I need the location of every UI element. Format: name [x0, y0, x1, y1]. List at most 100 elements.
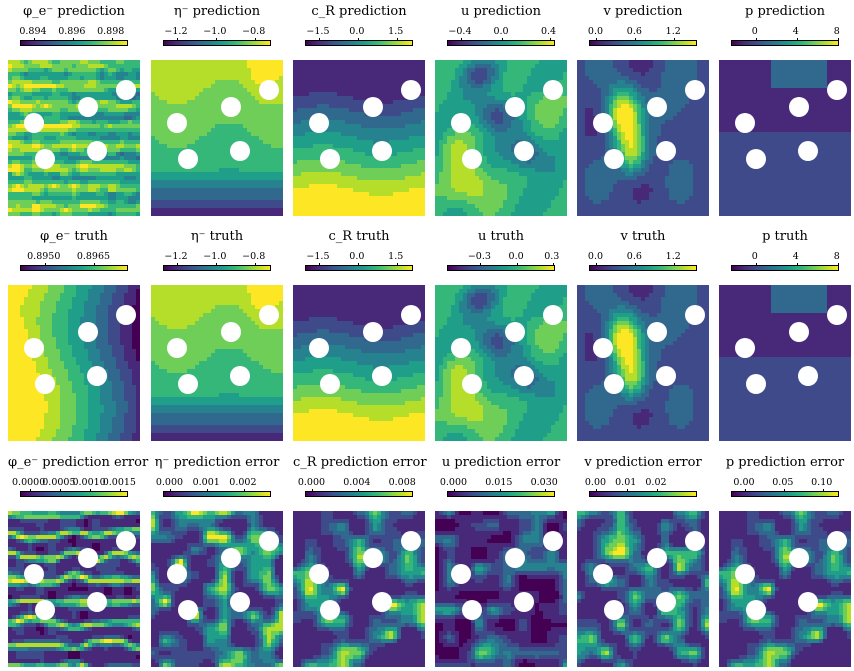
field-cell — [393, 92, 398, 97]
field-cell — [471, 140, 476, 145]
field-cell — [108, 208, 113, 213]
field-cell — [479, 60, 484, 65]
field-cell — [187, 168, 192, 173]
field-cell — [491, 184, 496, 189]
field-cell — [231, 84, 236, 89]
field-cell — [251, 136, 256, 141]
field-cell — [68, 204, 73, 209]
field-cell — [20, 160, 25, 165]
field-cell — [455, 104, 460, 109]
field-cell — [251, 80, 256, 85]
field-cell — [32, 168, 37, 173]
field-cell — [72, 160, 77, 165]
field-cell — [271, 60, 276, 65]
field-cell — [301, 180, 306, 185]
field-cell — [32, 180, 37, 185]
field-cell — [96, 164, 101, 169]
field-cell — [333, 172, 338, 177]
field-cell — [305, 80, 310, 85]
field-cell — [377, 76, 382, 81]
field-cell — [183, 168, 188, 173]
field-cell — [361, 80, 366, 85]
field-cell — [56, 156, 61, 161]
field-cell — [151, 96, 156, 101]
field-cell — [483, 188, 488, 193]
field-cell — [417, 136, 422, 141]
field-cell — [377, 196, 382, 201]
field-cell — [132, 80, 137, 85]
field-cell — [297, 64, 302, 69]
field-cell — [231, 92, 236, 97]
field-cell — [309, 168, 314, 173]
field-cell — [297, 160, 302, 165]
field-cell — [96, 212, 101, 216]
field-cell — [337, 188, 342, 193]
field-cell — [267, 136, 272, 141]
field-cell — [263, 168, 268, 173]
field-cell — [239, 196, 244, 201]
field-cell — [60, 100, 65, 105]
field-cell — [8, 104, 13, 109]
field-cell — [68, 100, 73, 105]
field-cell — [108, 196, 113, 201]
field-cell — [187, 176, 192, 181]
field-cell — [64, 60, 69, 65]
field-cell — [559, 136, 564, 141]
field-cell — [36, 84, 41, 89]
field-cell — [251, 164, 256, 169]
field-cell — [417, 176, 422, 181]
field-cell — [227, 192, 232, 197]
field-cell — [132, 160, 137, 165]
field-cell — [255, 180, 260, 185]
field-cell — [151, 68, 156, 73]
field-cell — [56, 88, 61, 93]
field-cell — [12, 180, 17, 185]
field-cell — [439, 108, 444, 113]
field-cell — [112, 160, 117, 165]
field-cell — [231, 136, 236, 141]
field-cell — [467, 144, 472, 149]
field-cell — [32, 108, 37, 113]
field-cell — [263, 156, 268, 161]
field-cell — [309, 72, 314, 77]
field-cell — [175, 204, 180, 209]
field-cell — [187, 124, 192, 129]
field-cell — [349, 100, 354, 105]
field-cell — [421, 104, 425, 109]
field-cell — [435, 172, 440, 177]
field-cell — [369, 188, 374, 193]
field-cell — [463, 92, 468, 97]
field-cell — [297, 212, 302, 216]
field-cell — [305, 124, 310, 129]
field-cell — [531, 64, 536, 69]
field-cell — [155, 92, 160, 97]
colorbar-tick-label: −0.8 — [242, 26, 265, 37]
field-cell — [333, 68, 338, 73]
field-cell — [405, 136, 410, 141]
field-cell — [259, 144, 264, 149]
field-cell — [527, 60, 532, 65]
field-cell — [32, 200, 37, 205]
field-cell — [313, 160, 318, 165]
field-cell — [443, 116, 448, 121]
field-cell — [203, 184, 208, 189]
field-cell — [263, 108, 268, 113]
field-cell — [369, 88, 374, 93]
field-cell — [112, 156, 117, 161]
field-cell — [40, 60, 45, 65]
field-cell — [451, 96, 456, 101]
field-cell — [247, 176, 252, 181]
field-cell — [421, 116, 425, 121]
field-cell — [435, 124, 440, 129]
field-cell — [393, 80, 398, 85]
field-cell — [275, 212, 280, 216]
field-cell — [459, 76, 464, 81]
field-cell — [195, 100, 200, 105]
field-cell — [104, 172, 109, 177]
field-cell — [267, 76, 272, 81]
field-cell — [279, 148, 283, 153]
field-cell — [104, 184, 109, 189]
field-cell — [20, 192, 25, 197]
field-cell — [207, 80, 212, 85]
field-cell — [263, 132, 268, 137]
